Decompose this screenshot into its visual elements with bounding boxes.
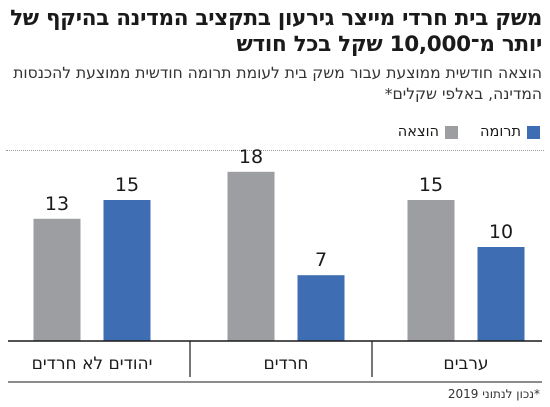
legend-swatch-expense bbox=[445, 125, 458, 139]
data-label-expense-1: 18 bbox=[239, 146, 263, 168]
data-label-expense-0: 15 bbox=[419, 174, 443, 196]
bar-expense-1 bbox=[227, 171, 275, 341]
bar-contribution-0 bbox=[477, 247, 525, 341]
data-label-expense-2: 13 bbox=[45, 193, 69, 215]
data-label-contribution-1: 7 bbox=[315, 249, 327, 271]
data-label-contribution-2: 15 bbox=[115, 174, 139, 196]
legend-item-expense: הוצאה bbox=[398, 124, 458, 140]
bar-contribution-1 bbox=[297, 275, 345, 341]
legend-swatch-contribution bbox=[527, 125, 540, 139]
category-label-0: ערבים bbox=[443, 354, 488, 374]
chart-title: משק בית חרדי מייצר גירעון בתקציב המדינה … bbox=[10, 6, 542, 57]
bar-expense-0 bbox=[407, 200, 455, 341]
category-label-1: חרדים bbox=[263, 354, 308, 374]
category-label-2: יהודים לא חרדים bbox=[32, 354, 153, 374]
legend-label-contribution: תרומה bbox=[480, 124, 521, 140]
footnote: *נכון לנתוני 2019 bbox=[447, 387, 540, 401]
bar-contribution-2 bbox=[103, 200, 151, 341]
legend-item-contribution: תרומה bbox=[480, 124, 540, 140]
chart-header: משק בית חרדי מייצר גירעון בתקציב המדינה … bbox=[6, 6, 542, 105]
chart-legend: תרומה הוצאה bbox=[376, 124, 540, 140]
chart-subtitle: הוצאה חודשית ממוצעת עבור משק בית לעומת ת… bbox=[13, 64, 542, 103]
data-label-contribution-0: 10 bbox=[489, 221, 513, 243]
bar-expense-2 bbox=[33, 218, 81, 341]
legend-label-expense: הוצאה bbox=[397, 124, 439, 140]
legend-divider bbox=[6, 150, 544, 151]
